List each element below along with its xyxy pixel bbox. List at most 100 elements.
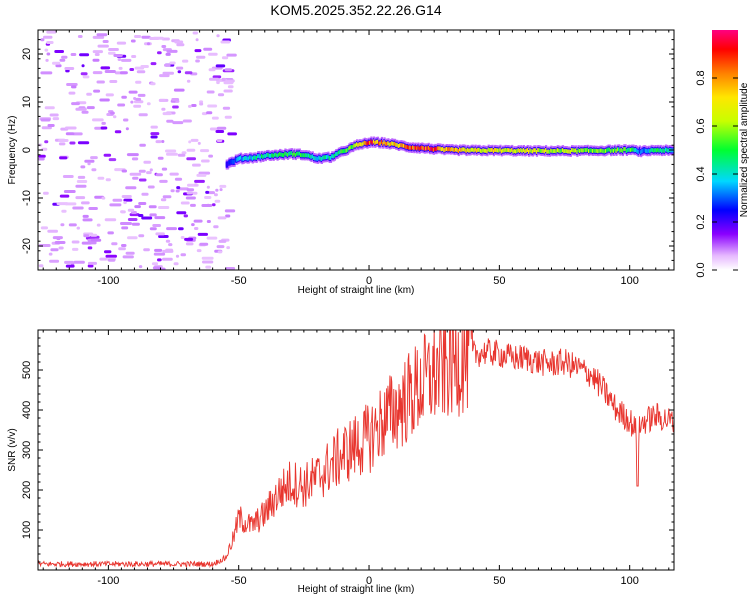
ridge-core-cell: [263, 153, 266, 158]
ridge-core-cell: [464, 147, 467, 152]
ridge-core-cell: [259, 155, 262, 160]
ridge-core-cell: [612, 149, 615, 153]
ridge-core-cell: [440, 147, 443, 152]
noise-cell: [108, 48, 119, 51]
noise-cell: [63, 190, 76, 193]
ridge-core-cell: [276, 153, 279, 158]
noise-cell: [121, 58, 132, 62]
noise-cell: [217, 250, 223, 254]
noise-cell: [208, 52, 218, 56]
ridge-core-cell: [382, 141, 385, 146]
noise-cell: [172, 121, 184, 125]
ridge-core-cell: [429, 147, 432, 152]
noise-cell: [100, 126, 108, 130]
noise-cell: [143, 248, 150, 252]
noise-cell: [147, 185, 155, 189]
ridge-core-cell: [637, 150, 640, 154]
ridge-core-cell: [625, 149, 628, 153]
ridge-core-cell: [470, 147, 473, 152]
ridge-core-cell: [367, 140, 370, 145]
noise-cell: [165, 239, 171, 243]
noise-cell: [68, 223, 77, 227]
ridge-core-cell: [666, 147, 669, 152]
ridge-core-cell: [619, 148, 622, 153]
noise-cell: [96, 223, 101, 227]
noise-cell: [68, 91, 76, 95]
ridge-core-cell: [421, 145, 424, 150]
ridge-core-cell: [560, 148, 563, 153]
ridge-core-cell: [598, 148, 601, 153]
ridge-core-cell: [435, 147, 438, 152]
ridge-core-cell: [369, 140, 372, 145]
ridge-core-cell: [327, 154, 330, 159]
noise-cell: [44, 140, 49, 144]
noise-cell: [175, 189, 180, 193]
ridge-core-cell: [413, 146, 416, 151]
noise-cell: [92, 58, 100, 62]
noise-cell: [141, 35, 151, 39]
noise-cell: [201, 256, 214, 260]
ridge-core-cell: [657, 147, 660, 152]
noise-cell: [161, 45, 167, 48]
noise-cell: [103, 153, 112, 157]
noise-cell: [58, 139, 69, 142]
noise-cell: [162, 71, 174, 75]
noise-cell: [195, 38, 199, 42]
noise-cell: [151, 262, 159, 266]
x-tick-label: 0: [366, 275, 372, 287]
noise-cell: [118, 66, 123, 70]
ridge-core-cell: [253, 155, 256, 160]
ridge-core-cell: [442, 146, 445, 151]
ridge-core-cell: [491, 147, 494, 152]
ridge-core-cell: [286, 152, 290, 157]
noise-cell: [126, 153, 139, 157]
noise-cell: [222, 106, 231, 110]
ridge-core-cell: [405, 145, 408, 150]
ridge-core-cell: [400, 143, 403, 148]
noise-cell: [196, 249, 202, 253]
noise-cell: [219, 184, 227, 188]
ridge-core-cell: [500, 149, 503, 154]
ridge-core-cell: [267, 152, 270, 157]
ridge-core-cell: [395, 142, 398, 147]
noise-cell: [138, 202, 147, 205]
noise-cell: [181, 151, 187, 155]
ridge-core-cell: [495, 148, 498, 153]
noise-cell: [122, 255, 134, 259]
ridge-core-cell: [511, 147, 514, 152]
ridge-core-cell: [311, 154, 314, 159]
ridge-core-cell: [582, 148, 585, 153]
ridge-core-cell: [298, 151, 301, 156]
colorbar-ticks: 0.0 0.2 0.4 0.6 0.8: [695, 70, 738, 278]
noise-cell: [90, 238, 102, 242]
ridge-core-cell: [416, 146, 419, 151]
ridge-core-cell: [529, 148, 532, 153]
noise-cell: [135, 80, 142, 84]
noise-cell: [97, 176, 105, 180]
noise-cell: [215, 188, 219, 192]
noise-cell: [44, 48, 49, 52]
spectrogram-cells: [38, 30, 674, 270]
ridge-core-cell: [559, 149, 562, 154]
ridge-core-cell: [546, 149, 549, 154]
colorbar-tick-label: 0.2: [695, 214, 707, 229]
ridge-core-cell: [594, 148, 597, 153]
noise-cell: [105, 178, 111, 182]
noise-cell: [204, 196, 212, 199]
ridge-core-cell: [507, 148, 510, 152]
ridge-core-cell: [228, 160, 231, 165]
ridge-core-cell: [254, 155, 257, 160]
ridge-core-cell: [337, 150, 340, 155]
ridge-core-cell: [236, 157, 239, 162]
noise-cell: [75, 196, 86, 200]
noise-cell: [97, 44, 109, 48]
noise-cell: [134, 35, 142, 38]
noise-cell: [118, 247, 126, 251]
noise-cell: [223, 89, 233, 93]
noise-cell: [141, 216, 153, 220]
noise-cell: [143, 160, 151, 164]
noise-cell: [55, 64, 62, 68]
noise-cell: [87, 261, 97, 265]
noise-cell: [176, 211, 187, 215]
